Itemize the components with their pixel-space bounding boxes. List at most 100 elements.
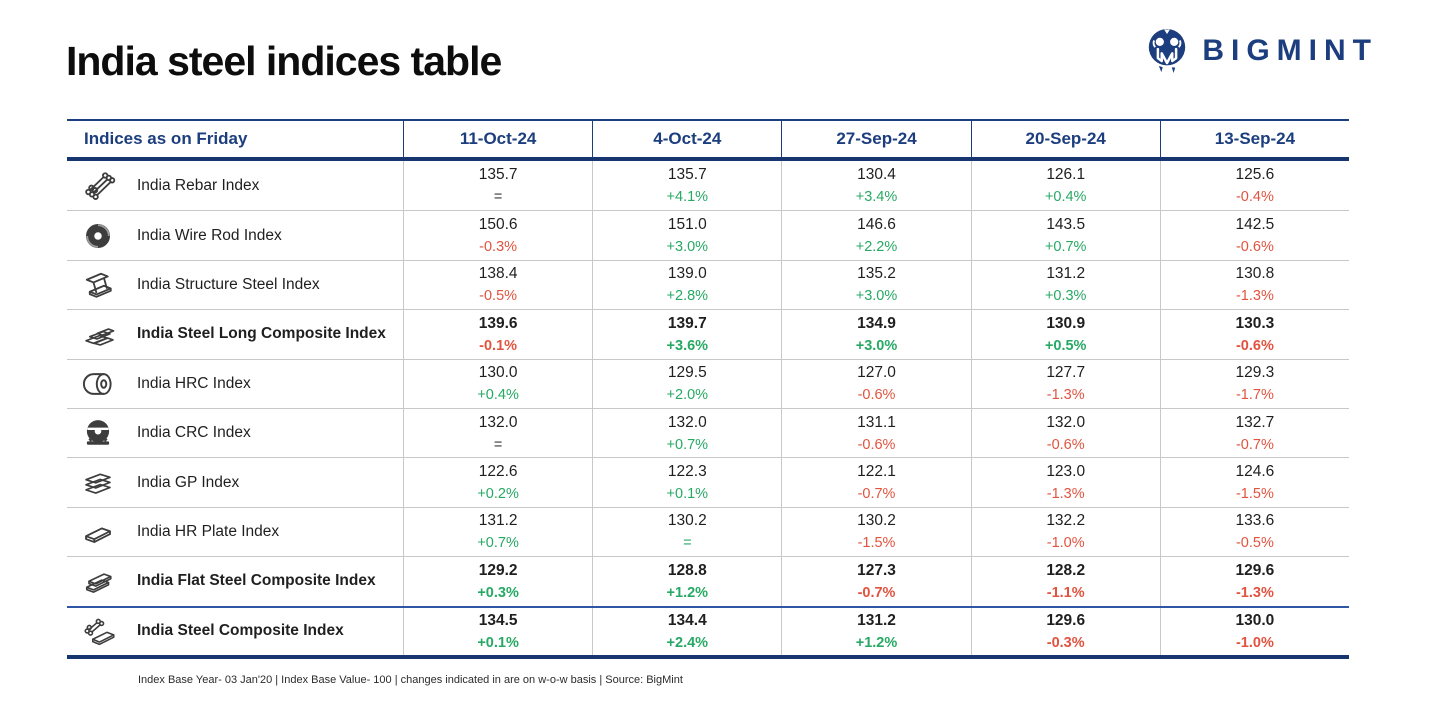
index-value: 123.0 [1046,463,1086,481]
value-cell: 132.0 -0.6% [970,408,1160,458]
row-label-cell: India Steel Long Composite Index [67,310,403,358]
index-value: 131.2 [1046,265,1086,283]
value-cell: 128.2 -1.1% [970,557,1160,606]
value-cell: 127.0 -0.6% [781,359,970,408]
wire-rod-coil-icon [79,217,117,255]
value-cell: 146.6 +2.2% [781,211,970,260]
index-value: 131.1 [857,413,896,431]
value-cell: 132.0 +0.7% [592,408,781,458]
index-value: 128.8 [667,561,707,579]
row-label-cell: India Steel Composite Index [67,608,403,655]
index-value: 142.5 [1235,216,1275,234]
index-value: 126.1 [1046,166,1086,184]
index-change: +3.4% [855,189,898,206]
index-change: +0.3% [1044,288,1087,305]
index-change: -1.3% [1046,486,1085,503]
index-value: 150.6 [478,216,518,234]
value-cell: 130.2 = [592,507,781,557]
row-label-cell: India Structure Steel Index [67,261,403,309]
index-value: 135.7 [478,166,518,184]
row-label-cell: India GP Index [67,458,403,506]
crc-coil-icon [79,414,117,452]
footnote: Index Base Year- 03 Jan'20 | Index Base … [138,674,683,686]
index-change: -0.7% [857,486,896,503]
table-row: India HRC Index 130.0 +0.4% 129.5 +2.0% … [67,358,1349,408]
row-label: India Structure Steel Index [137,275,320,293]
value-cell: 130.0 -1.0% [1159,607,1349,655]
row-label: India Steel Composite Index [137,622,344,640]
date-column-header: 4-Oct-24 [592,121,781,157]
value-cell: 151.0 +3.0% [592,211,781,260]
index-change: -0.4% [1235,189,1274,206]
index-value: 139.0 [667,265,707,283]
index-change: -0.5% [1235,535,1274,552]
value-cell: 131.1 -0.6% [781,408,970,458]
table-row: India Steel Composite Index 134.5 +0.1% … [67,605,1349,655]
index-value: 129.6 [1046,611,1086,629]
value-cell: 134.5 +0.1% [403,607,592,655]
index-value: 127.3 [857,561,896,579]
index-value: 122.3 [667,463,707,481]
value-cell: 129.6 -0.3% [970,607,1160,655]
index-value: 134.9 [857,314,896,332]
table-row: India Wire Rod Index 150.6 -0.3% 151.0 +… [67,210,1349,260]
value-cell: 130.3 -0.6% [1159,310,1349,359]
date-column-header: 11-Oct-24 [403,121,592,157]
row-label: India CRC Index [137,424,251,442]
index-change: +0.5% [1044,337,1087,354]
value-cell: 124.6 -1.5% [1159,458,1349,507]
value-cell: 126.1 +0.4% [970,161,1160,211]
index-change: +0.7% [666,436,709,453]
value-cell: 128.8 +1.2% [592,557,781,606]
rebar-icon [79,167,117,205]
row-label: India Steel Long Composite Index [137,325,386,343]
bigmint-logo: BIGMINT [1144,26,1378,76]
index-value: 132.7 [1235,413,1275,431]
value-cell: 139.7 +3.6% [592,310,781,359]
index-change: +0.4% [477,387,519,404]
index-value: 125.6 [1235,166,1275,184]
index-value: 122.1 [857,463,896,481]
index-change: +0.1% [477,634,519,651]
index-value: 132.0 [1046,413,1086,431]
value-cell: 129.5 +2.0% [592,359,781,408]
value-cell: 130.4 +3.4% [781,161,970,211]
index-change: -1.7% [1235,387,1274,404]
value-cell: 131.2 +0.3% [970,260,1160,310]
hrc-coil-icon [79,365,117,403]
value-cell: 127.3 -0.7% [781,557,970,606]
index-value: 130.2 [857,512,896,530]
index-change: -1.5% [1235,486,1274,503]
index-change: -1.3% [1046,387,1085,404]
table-row: India GP Index 122.6 +0.2% 122.3 +0.1% 1… [67,457,1349,507]
index-change: -1.5% [857,535,896,552]
bigmint-logo-icon [1144,26,1190,76]
table-row: India HR Plate Index 131.2 +0.7% 130.2 =… [67,506,1349,557]
steel-plate-icon [79,513,117,551]
value-cell: 133.6 -0.5% [1159,507,1349,557]
index-value: 122.6 [478,463,518,481]
index-change: -0.1% [479,337,518,354]
index-change: +0.4% [1044,189,1087,206]
table-row: India CRC Index 132.0 = 132.0 +0.7% 131.… [67,407,1349,458]
row-label-cell: India HR Plate Index [67,508,403,556]
value-cell: 132.2 -1.0% [970,507,1160,557]
value-cell: 123.0 -1.3% [970,458,1160,507]
table-row: India Structure Steel Index 138.4 -0.5% … [67,259,1349,310]
index-change: -0.7% [1235,436,1274,453]
value-cell: 129.6 -1.3% [1159,557,1349,606]
value-cell: 138.4 -0.5% [403,260,592,310]
value-cell: 130.2 -1.5% [781,507,970,557]
index-change: -1.3% [1235,288,1274,305]
row-label: India HRC Index [137,374,251,392]
date-column-header: 20-Sep-24 [970,121,1160,157]
index-change: +3.0% [855,288,898,305]
bigmint-logo-text: BIGMINT [1202,34,1378,67]
value-cell: 131.2 +0.7% [403,507,592,557]
index-value: 130.9 [1046,314,1086,332]
value-cell: 127.7 -1.3% [970,359,1160,408]
flat-steel-stack-icon [79,562,117,600]
date-column-header: 13-Sep-24 [1159,121,1349,157]
index-value: 151.0 [667,216,707,234]
table-row: India Steel Long Composite Index 139.6 -… [67,309,1349,359]
